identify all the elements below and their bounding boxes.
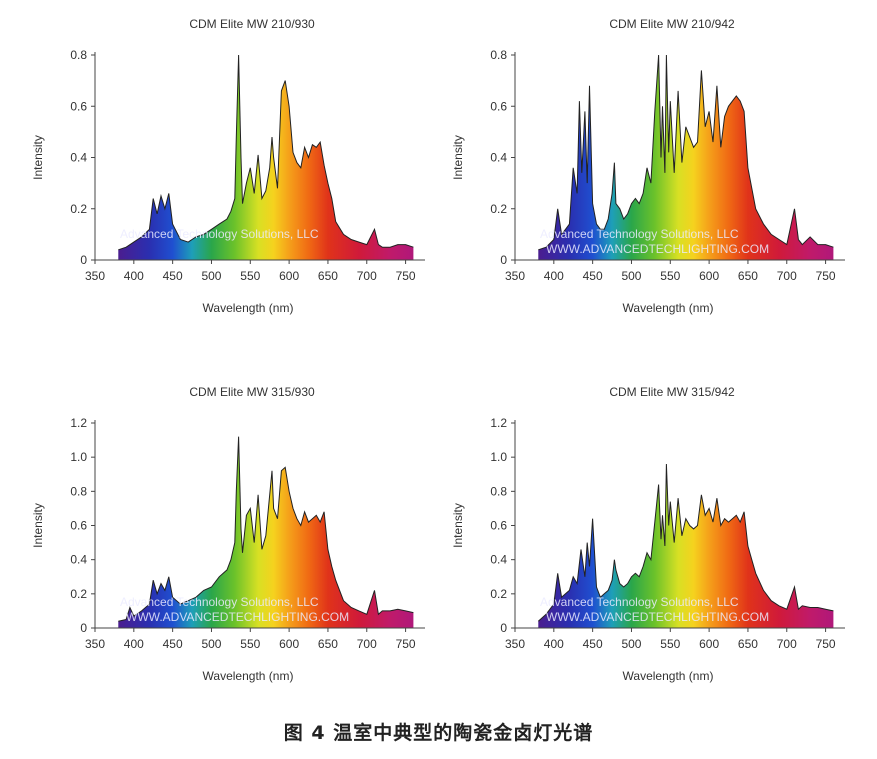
y-tick-label: 0.4	[70, 151, 87, 165]
spectrum-chart-2: CDM Elite MW 210/942 Advanced Technology …	[451, 17, 845, 315]
y-axis-label: Intensity	[31, 503, 45, 548]
y-tick-label: 0.4	[490, 553, 507, 567]
x-axis-label: Wavelength (nm)	[203, 669, 294, 683]
y-tick-label: 0.4	[490, 151, 507, 165]
watermark-text: Advanced Technology Solutions, LLC	[540, 227, 739, 241]
spectrum-area	[118, 55, 414, 260]
x-tick-label: 700	[357, 637, 377, 651]
spectrum-chart-1: CDM Elite MW 210/930 Advanced Technology …	[31, 17, 425, 315]
watermark-text: WWW.ADVANCEDTECHLIGHTING.COM	[546, 242, 769, 256]
y-tick-label: 0.4	[70, 553, 87, 567]
x-tick-label: 750	[816, 269, 836, 283]
x-tick-label: 750	[816, 637, 836, 651]
y-axis-label: Intensity	[451, 135, 465, 180]
spectrum-line	[537, 463, 834, 622]
x-tick-label: 350	[85, 637, 105, 651]
x-tick-label: 350	[505, 269, 525, 283]
x-tick-label: 450	[163, 269, 183, 283]
x-tick-label: 700	[357, 269, 377, 283]
x-tick-label: 550	[660, 269, 680, 283]
x-axis-label: Wavelength (nm)	[623, 669, 714, 683]
y-tick-label: 0.2	[490, 587, 507, 601]
x-tick-label: 600	[699, 637, 719, 651]
spectrum-panel-2: CDM Elite MW 210/942 Advanced Technology …	[440, 10, 850, 320]
y-tick-label: 0.2	[490, 202, 507, 216]
x-tick-label: 350	[85, 269, 105, 283]
x-tick-label: 400	[544, 637, 564, 651]
y-tick-label: 0.6	[70, 519, 87, 533]
x-tick-label: 500	[621, 637, 641, 651]
x-tick-label: 500	[201, 269, 221, 283]
spectrum-panel-1: CDM Elite MW 210/930 Advanced Technology …	[20, 10, 430, 320]
y-tick-label: 0.8	[70, 48, 87, 62]
x-tick-label: 500	[201, 637, 221, 651]
x-tick-label: 500	[621, 269, 641, 283]
x-tick-label: 650	[318, 269, 338, 283]
x-tick-label: 700	[777, 637, 797, 651]
x-tick-label: 700	[777, 269, 797, 283]
watermark-text: Advanced Technology Solutions, LLC	[120, 595, 319, 609]
y-tick-label: 0.6	[490, 99, 507, 113]
y-tick-label: 0.2	[70, 587, 87, 601]
chart-title: CDM Elite MW 210/930	[189, 17, 315, 31]
spectrum-panel-3: CDM Elite MW 315/930 Advanced Technology …	[20, 378, 430, 688]
x-tick-label: 600	[699, 269, 719, 283]
x-axis-label: Wavelength (nm)	[203, 301, 294, 315]
spectrum-line	[538, 54, 834, 251]
x-tick-label: 650	[738, 637, 758, 651]
y-tick-label: 1.0	[490, 450, 507, 464]
y-tick-label: 1.2	[490, 416, 507, 430]
x-tick-label: 350	[505, 637, 525, 651]
watermark-text: WWW.ADVANCEDTECHLIGHTING.COM	[546, 610, 769, 624]
x-tick-label: 400	[124, 637, 144, 651]
spectrum-area	[118, 436, 414, 628]
spectrum-chart-3: CDM Elite MW 315/930 Advanced Technology …	[31, 385, 425, 683]
x-tick-label: 750	[396, 269, 416, 283]
chart-title: CDM Elite MW 315/930	[189, 385, 315, 399]
x-tick-label: 600	[279, 637, 299, 651]
y-tick-label: 0.8	[490, 484, 507, 498]
y-tick-label: 0.6	[70, 99, 87, 113]
x-tick-label: 650	[318, 637, 338, 651]
x-tick-label: 450	[163, 637, 183, 651]
spectrum-chart-4: CDM Elite MW 315/942 Advanced Technology …	[451, 385, 845, 683]
x-tick-label: 400	[124, 269, 144, 283]
watermark-text: Advanced Technology Solutions, LLC	[120, 227, 319, 241]
x-tick-label: 550	[240, 269, 260, 283]
watermark-text: Advanced Technology Solutions, LLC	[540, 595, 739, 609]
spectrum-area	[538, 55, 834, 260]
y-tick-label: 0.6	[490, 519, 507, 533]
watermark-text: WWW.ADVANCEDTECHLIGHTING.COM	[126, 610, 349, 624]
spectrum-panel-4: CDM Elite MW 315/942 Advanced Technology …	[440, 378, 850, 688]
spectrum-line	[118, 54, 414, 251]
figure-caption: 图 4 温室中典型的陶瓷金卤灯光谱	[283, 722, 594, 744]
y-tick-label: 0	[500, 621, 507, 635]
y-tick-label: 0.2	[70, 202, 87, 216]
x-tick-label: 550	[240, 637, 260, 651]
y-axis-label: Intensity	[451, 503, 465, 548]
x-axis-label: Wavelength (nm)	[623, 301, 714, 315]
x-tick-label: 600	[279, 269, 299, 283]
x-tick-label: 450	[583, 637, 603, 651]
y-tick-label: 1.2	[70, 416, 87, 430]
spectrum-line	[118, 436, 414, 622]
y-tick-label: 0	[80, 621, 87, 635]
x-tick-label: 400	[544, 269, 564, 283]
y-tick-label: 0.8	[490, 48, 507, 62]
y-axis-label: Intensity	[31, 135, 45, 180]
x-tick-label: 750	[396, 637, 416, 651]
chart-title: CDM Elite MW 210/942	[609, 17, 735, 31]
x-tick-label: 450	[583, 269, 603, 283]
chart-title: CDM Elite MW 315/942	[609, 385, 735, 399]
y-tick-label: 1.0	[70, 450, 87, 464]
y-tick-label: 0	[80, 253, 87, 267]
spectrum-area	[538, 464, 834, 628]
x-tick-label: 650	[738, 269, 758, 283]
y-tick-label: 0.8	[70, 484, 87, 498]
x-tick-label: 550	[660, 637, 680, 651]
y-tick-label: 0	[500, 253, 507, 267]
